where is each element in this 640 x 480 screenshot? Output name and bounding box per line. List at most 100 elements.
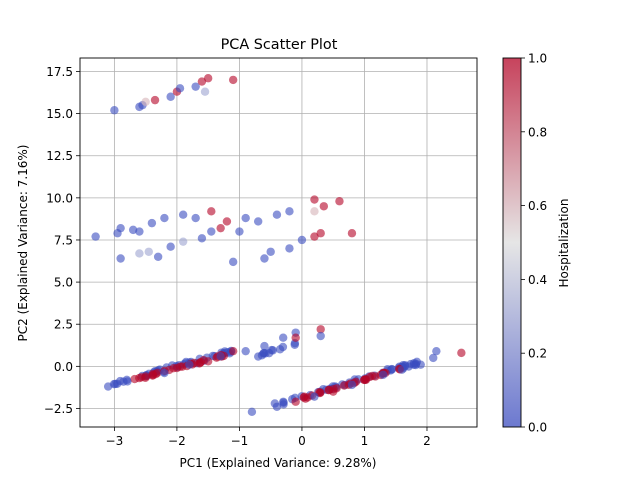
scatter-point: [222, 217, 232, 226]
scatter-point: [347, 229, 357, 238]
scatter-point: [260, 341, 269, 351]
y-tick-label: 12.5: [46, 149, 73, 163]
scatter-point: [122, 375, 132, 385]
scatter-point: [247, 407, 257, 417]
scatter-point: [291, 397, 300, 406]
colorbar-tick-label: 0.6: [528, 199, 547, 213]
scatter-point: [253, 217, 263, 226]
grid-lines: [80, 58, 477, 427]
scatter-point: [207, 207, 216, 216]
scatter-point: [150, 95, 160, 105]
scatter-point: [153, 252, 163, 262]
colorbar-tick-label: 0.8: [528, 125, 547, 139]
scatter-point: [160, 213, 169, 223]
scatter-point: [135, 227, 144, 236]
scatter-point: [310, 195, 319, 204]
x-axis-label: PC1 (Explained Variance: 9.28%): [180, 456, 377, 470]
scatter-point: [285, 244, 294, 253]
scatter-point: [272, 402, 282, 411]
scatter-point: [185, 360, 194, 369]
scatter-point: [241, 213, 250, 223]
scatter-point: [297, 235, 307, 245]
scatter-point: [166, 92, 175, 101]
scatter-point: [335, 197, 344, 206]
scatter-point: [319, 202, 329, 211]
scatter-point: [191, 82, 200, 91]
colorbar-tick-label: 0.0: [528, 421, 547, 435]
y-tick-label: 0.0: [54, 360, 73, 374]
scatter-point: [279, 397, 288, 406]
scatter-point: [260, 254, 269, 263]
scatter-point: [228, 346, 238, 356]
scatter-point: [310, 207, 319, 216]
y-ticks: −2.5 0.0 2.5 5.0 7.5 10.0 12.5 15.0 17.5: [44, 65, 80, 416]
scatter-point: [368, 371, 377, 381]
y-tick-label: 2.5: [54, 318, 73, 332]
scatter-point: [151, 369, 161, 379]
y-axis-label: PC2 (Explained Variance: 7.16%): [16, 145, 30, 342]
scatter-point: [200, 87, 210, 96]
scatter-point: [291, 333, 300, 342]
scatter-point: [429, 353, 438, 363]
scatter-point: [203, 357, 213, 366]
scatter-point: [416, 360, 425, 369]
scatter-point: [111, 379, 120, 389]
colorbar-tick-label: 1.0: [528, 52, 547, 66]
scatter-point: [266, 247, 275, 256]
scatter-point: [285, 207, 294, 216]
scatter-point: [457, 348, 466, 358]
scatter-point: [197, 234, 207, 243]
colorbar-label: Hospitalization: [557, 199, 571, 288]
scatter-point: [135, 249, 144, 258]
x-tick-label: 0: [298, 434, 306, 448]
scatter-point: [228, 75, 238, 85]
scatter-point: [316, 331, 325, 341]
scatter-point: [235, 227, 244, 236]
scatter-point: [116, 223, 125, 233]
scatter-point: [141, 97, 150, 107]
scatter-point: [216, 352, 225, 361]
y-tick-label: −2.5: [44, 402, 73, 416]
colorbar-ticks: 0.0 0.2 0.4 0.6 0.8 1.0: [521, 52, 547, 435]
y-tick-label: 10.0: [46, 191, 73, 205]
scatter-point: [278, 333, 288, 342]
colorbar-tick-label: 0.4: [528, 273, 547, 287]
scatter-point: [103, 382, 113, 391]
scatter-point: [178, 237, 188, 246]
scatter-point: [191, 213, 200, 223]
plot-frame: [79, 57, 478, 428]
scatter-point: [175, 84, 185, 93]
x-tick-label: 2: [423, 434, 431, 448]
scatter-point: [160, 368, 169, 378]
scatter-point: [329, 387, 338, 396]
scatter-point: [316, 229, 325, 238]
scatter-point: [347, 380, 357, 390]
scatter-point: [116, 254, 125, 263]
x-tick-label: −1: [231, 434, 249, 448]
y-tick-label: 7.5: [54, 233, 73, 247]
scatter-point: [166, 242, 175, 251]
scatter-point: [91, 232, 100, 241]
scatter-point: [172, 363, 182, 373]
x-tick-label: 1: [361, 434, 369, 448]
y-tick-label: 5.0: [54, 276, 73, 290]
scatter-point: [360, 375, 369, 385]
scatter-point: [379, 370, 388, 379]
scatter-points: [91, 74, 466, 417]
scatter-point: [310, 392, 319, 401]
scatter-point: [301, 394, 310, 403]
x-tick-label: −2: [168, 434, 186, 448]
scatter-point: [228, 257, 238, 267]
y-tick-label: 15.0: [46, 107, 73, 121]
scatter-point: [339, 381, 349, 390]
scatter-point: [197, 77, 207, 86]
colorbar-tick-label: 0.2: [528, 347, 547, 361]
scatter-point: [216, 223, 225, 233]
y-tick-label: 17.5: [46, 65, 73, 79]
x-ticks: −3 −2 −1 0 1 2: [106, 427, 431, 448]
chart-title: PCA Scatter Plot: [221, 37, 338, 53]
scatter-point: [144, 247, 153, 256]
scatter-point: [316, 325, 325, 334]
scatter-point: [310, 232, 319, 241]
